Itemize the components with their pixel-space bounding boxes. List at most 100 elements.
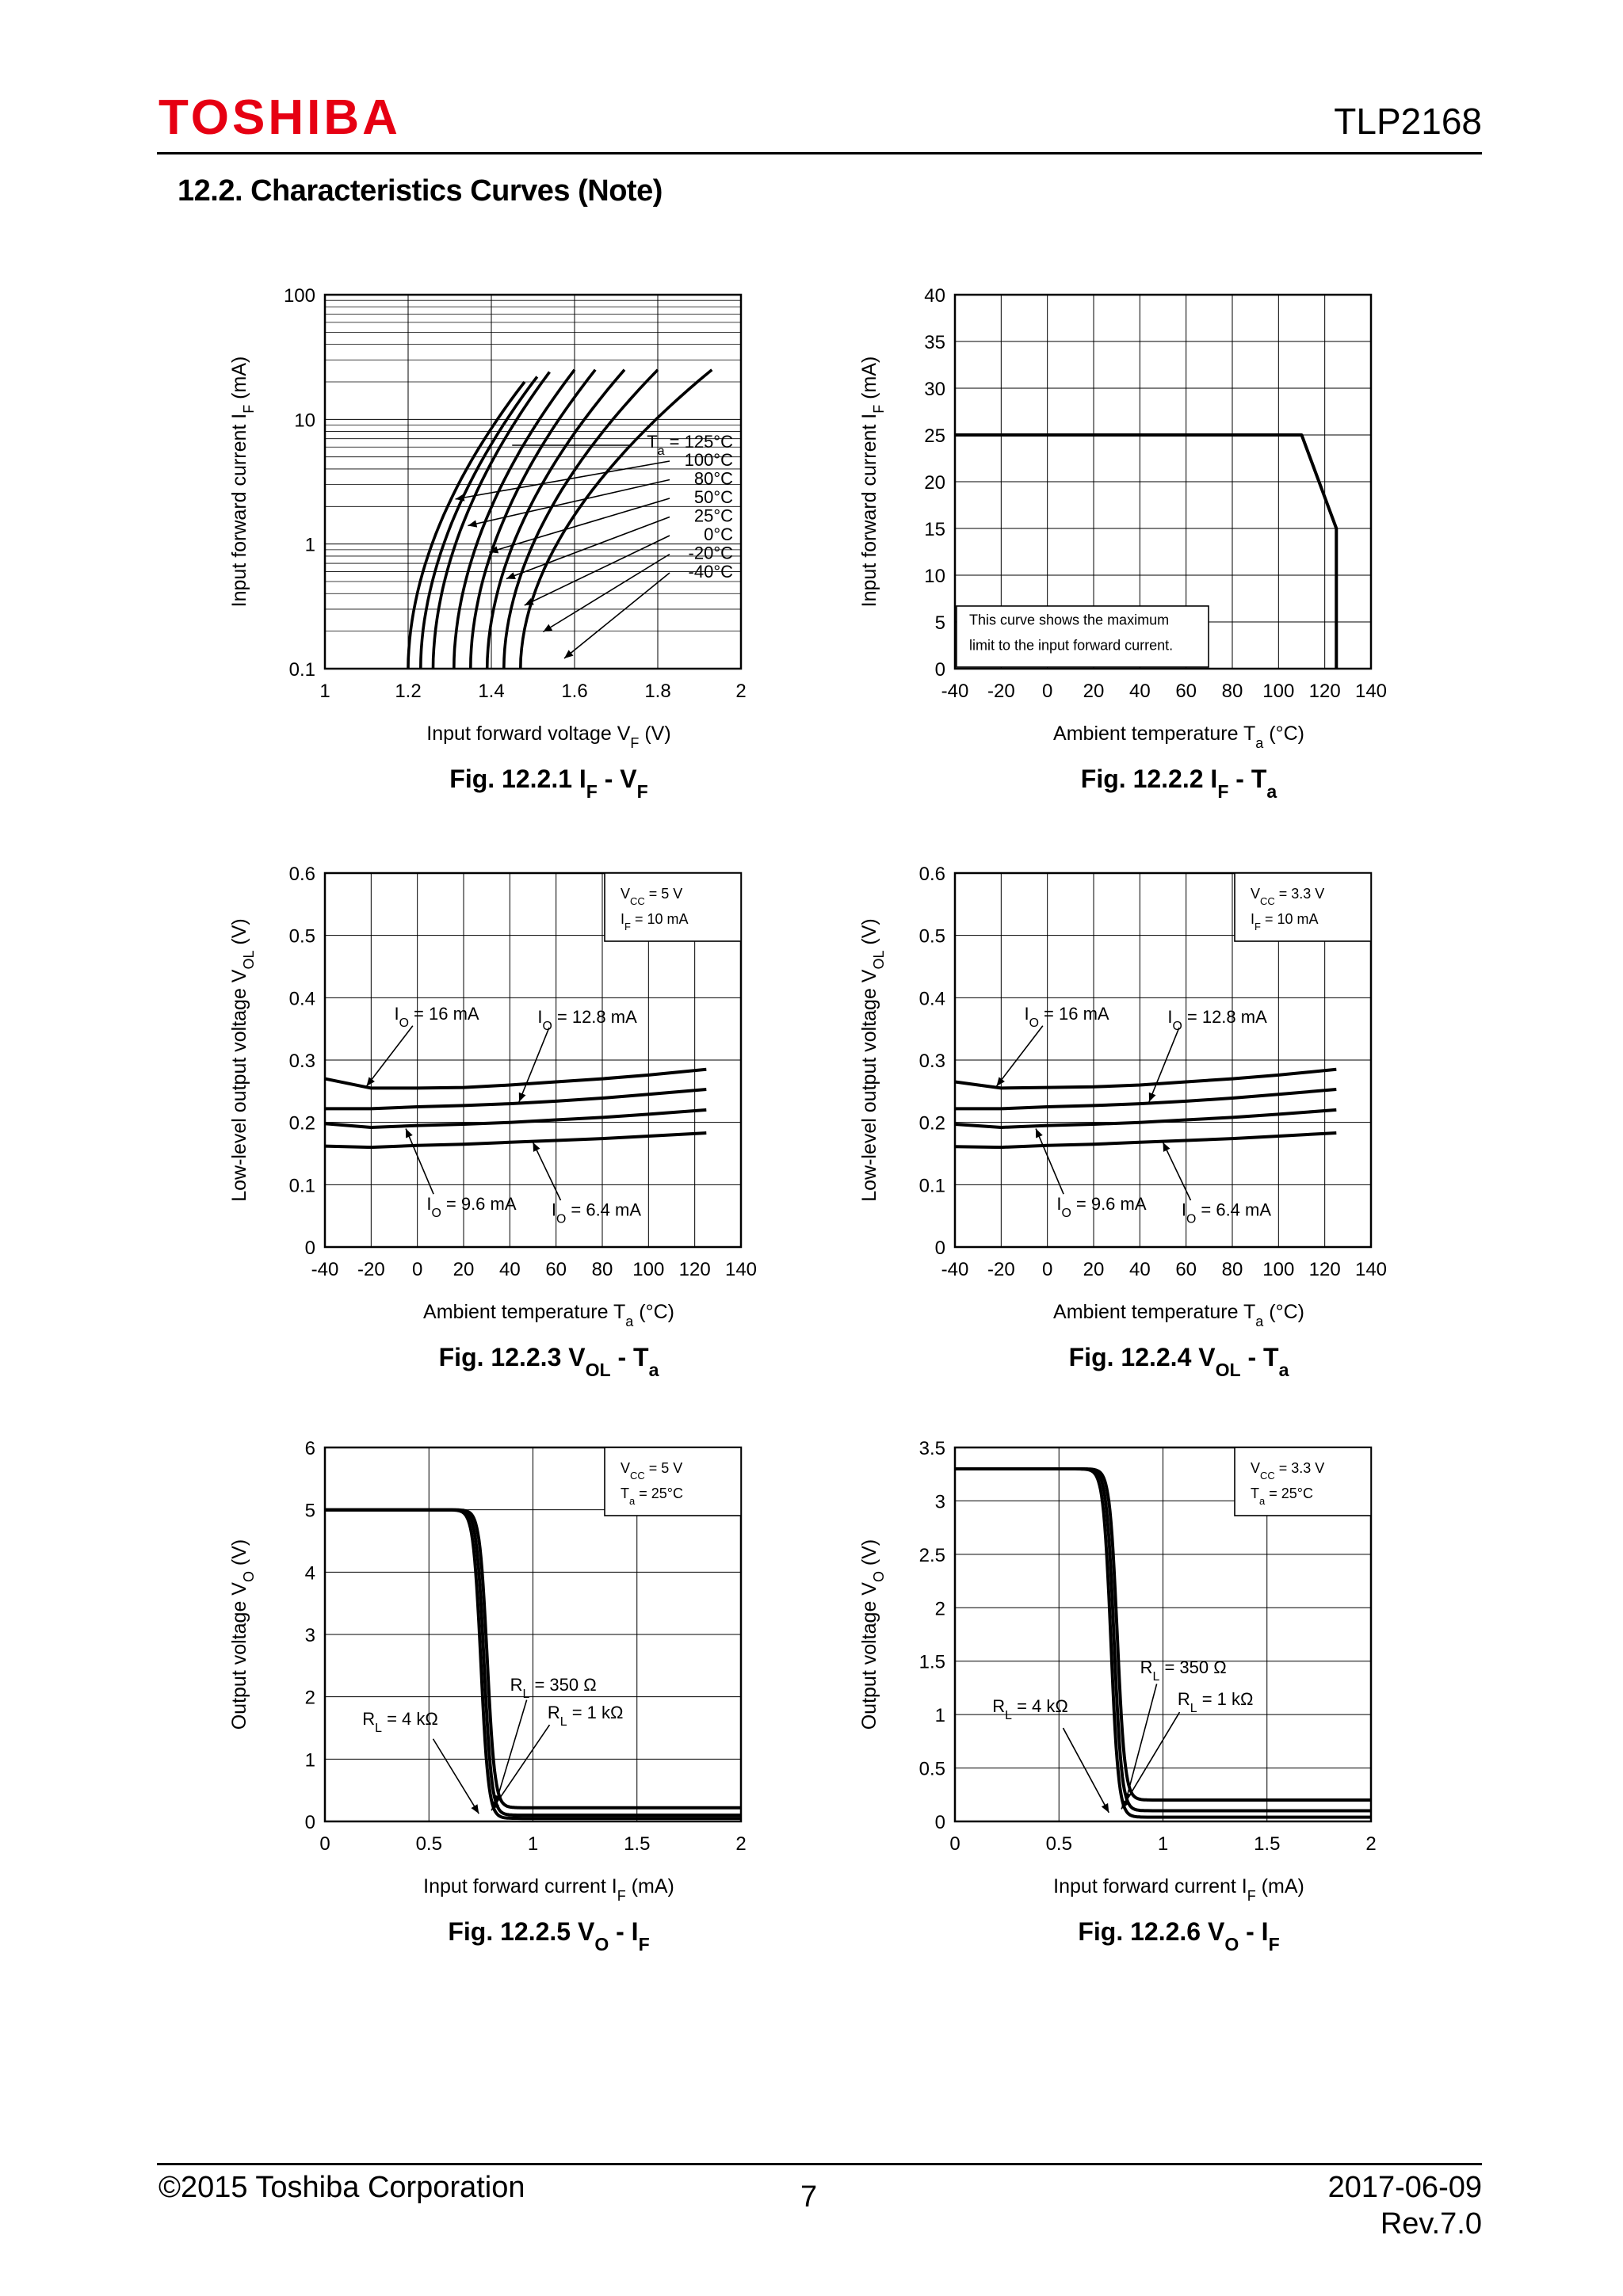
conditions-box bbox=[1234, 872, 1372, 942]
x-tick-label: 1 bbox=[319, 681, 330, 702]
label-rl-4k-part: R bbox=[362, 1709, 375, 1729]
figure-caption-part: I bbox=[1210, 765, 1217, 793]
figure-caption-part: T bbox=[1251, 765, 1267, 793]
label-rl-4k: RL = 4 kΩ bbox=[362, 1709, 438, 1735]
x-axis-label-part: (°C) bbox=[1263, 723, 1304, 745]
figure-caption-part: a bbox=[1279, 1360, 1289, 1380]
chart-vol-ta-3v3: -40 -20 0 20 40 60 80 100 120 140 0 0.1 0.2 0.3 0.4 0.5… bbox=[858, 864, 1387, 1380]
y-tick-label: 0.5 bbox=[919, 1759, 945, 1780]
x-tick-label: 140 bbox=[1355, 1259, 1387, 1280]
label-io-12-8-part: O bbox=[1172, 1019, 1182, 1032]
y-tick-label: 0.3 bbox=[289, 1051, 315, 1072]
y-tick-label: 0 bbox=[935, 1238, 945, 1259]
chart-vo-if-3v3: 0 0.5 1 1.5 2 0 0.5 1 1.5 2 2.5 3 3.5 Input forward c… bbox=[858, 1438, 1377, 1955]
y-tick-label: 1 bbox=[305, 1749, 315, 1771]
legend-temp-label: -40°C bbox=[689, 562, 734, 582]
figure-caption-part: - bbox=[609, 1917, 631, 1946]
label-rl-350-part: R bbox=[1140, 1657, 1153, 1677]
legend-arrow bbox=[506, 516, 670, 580]
label-io-9-6-part: = 9.6 mA bbox=[441, 1194, 517, 1214]
label-io-9-6: IO = 9.6 mA bbox=[426, 1194, 517, 1220]
x-axis-label-part: T bbox=[1243, 723, 1255, 745]
figure-caption-part: I bbox=[632, 1917, 639, 1946]
label-rl-350-part: = 350 Ω bbox=[1159, 1657, 1226, 1677]
figure-caption: Fig. 12.2.5 VO - IF bbox=[448, 1917, 649, 1955]
x-tick-label: 0 bbox=[319, 1833, 330, 1855]
y-tick-label: 20 bbox=[924, 472, 945, 494]
figure-caption-part: F bbox=[586, 781, 598, 802]
figure-caption-part: T bbox=[1263, 1343, 1279, 1371]
y-axis-label-part: F bbox=[871, 405, 887, 414]
arrow-io-12-8 bbox=[1148, 1027, 1180, 1103]
y-axis-label-part: O bbox=[871, 1571, 887, 1582]
label-rl-350-part: L bbox=[1153, 1670, 1160, 1684]
x-tick-label: 2 bbox=[735, 681, 746, 702]
x-tick-label: -40 bbox=[311, 1259, 339, 1280]
x-axis-label-part: (mA) bbox=[626, 1875, 674, 1897]
y-tick-label: 6 bbox=[305, 1438, 315, 1459]
x-tick-label: 0 bbox=[412, 1259, 422, 1280]
label-io-16-part: = 16 mA bbox=[409, 1004, 479, 1024]
y-axis-label-part: I bbox=[858, 414, 880, 419]
y-tick-label: 0.5 bbox=[289, 926, 315, 948]
section-title: 12.2. Characteristics Curves (Note) bbox=[178, 174, 663, 208]
legend-arrow-head bbox=[524, 598, 534, 605]
conditions-box-line-part: a bbox=[1259, 1495, 1266, 1507]
label-io-12-8-part: = 12.8 mA bbox=[1182, 1007, 1267, 1027]
y-tick-label: 2 bbox=[305, 1688, 315, 1709]
label-io-6-4-part: = 6.4 mA bbox=[566, 1200, 641, 1220]
figure-caption-part: a bbox=[649, 1360, 659, 1380]
note-box bbox=[956, 605, 1209, 668]
legend-temp-title: Ta = 125°C bbox=[647, 432, 733, 458]
figure-caption-part: F bbox=[637, 781, 648, 802]
y-axis-label-part: V bbox=[858, 1582, 880, 1596]
label-rl-350: RL = 350 Ω bbox=[510, 1675, 597, 1701]
arrow-rl-4k bbox=[432, 1738, 479, 1814]
x-tick-label: 120 bbox=[1309, 681, 1341, 702]
y-axis-label-part: Low-level output voltage bbox=[228, 982, 250, 1202]
conditions-box-line: Ta = 25°C bbox=[621, 1486, 683, 1507]
arrow-rl-1k-head bbox=[1121, 1799, 1129, 1810]
figure-caption-part: O bbox=[594, 1934, 609, 1955]
label-io-6-4-part: I bbox=[1182, 1200, 1186, 1220]
conditions-box-line-part: I bbox=[621, 911, 624, 927]
figure-caption: Fig. 12.2.4 VOL - Ta bbox=[1069, 1343, 1289, 1380]
header-rule bbox=[157, 152, 1482, 154]
figure-caption-part: I bbox=[1262, 1917, 1269, 1946]
y-tick-label: 10 bbox=[924, 566, 945, 587]
label-io-6-4-part: O bbox=[1186, 1212, 1196, 1226]
y-tick-label: 0.6 bbox=[919, 864, 945, 885]
label-rl-4k: RL = 4 kΩ bbox=[992, 1696, 1068, 1722]
label-io-6-4: IO = 6.4 mA bbox=[1182, 1200, 1272, 1226]
label-rl-4k-part: = 4 kΩ bbox=[1012, 1696, 1068, 1716]
x-tick-label: 2 bbox=[735, 1833, 746, 1855]
y-tick-label: 0 bbox=[305, 1238, 315, 1259]
x-tick-label: 40 bbox=[499, 1259, 521, 1280]
figure-caption-part: a bbox=[1266, 781, 1277, 802]
legend-temp-label: 100°C bbox=[685, 450, 734, 470]
figure-caption-part: Fig. 12.2.4 bbox=[1069, 1343, 1199, 1371]
figure-caption-part: V bbox=[1198, 1343, 1216, 1371]
arrow-io-6-4-head bbox=[1163, 1142, 1170, 1152]
legend-temp-title-part: = 125°C bbox=[665, 432, 734, 452]
x-tick-label: 60 bbox=[1175, 1259, 1197, 1280]
y-axis-label: Output voltage VO (V) bbox=[228, 1539, 257, 1730]
legend-temp-title-part: a bbox=[658, 444, 665, 458]
figure-caption-part: Fig. 12.2.3 bbox=[439, 1343, 569, 1371]
y-tick-label: 0.2 bbox=[919, 1113, 945, 1135]
figure-caption-part: V bbox=[1208, 1917, 1225, 1946]
y-axis-label-part: V bbox=[228, 1582, 250, 1596]
x-tick-label: -20 bbox=[357, 1259, 385, 1280]
legend-arrow bbox=[563, 572, 670, 659]
conditions-box-line-part: CC bbox=[630, 1470, 645, 1482]
conditions-box-line: Ta = 25°C bbox=[1251, 1486, 1313, 1507]
curve-80°C bbox=[431, 371, 551, 669]
conditions-box-line-part: T bbox=[621, 1486, 629, 1501]
x-tick-label: 80 bbox=[592, 1259, 613, 1280]
curve-max-if bbox=[955, 433, 1338, 669]
label-rl-1k-part: L bbox=[1190, 1702, 1197, 1715]
curve-IO = 16 mA bbox=[954, 1067, 1337, 1090]
y-axis-label: Input forward current IF (mA) bbox=[858, 357, 887, 608]
conditions-box-line-part: CC bbox=[630, 895, 645, 907]
figure-caption-part: I bbox=[579, 765, 586, 793]
